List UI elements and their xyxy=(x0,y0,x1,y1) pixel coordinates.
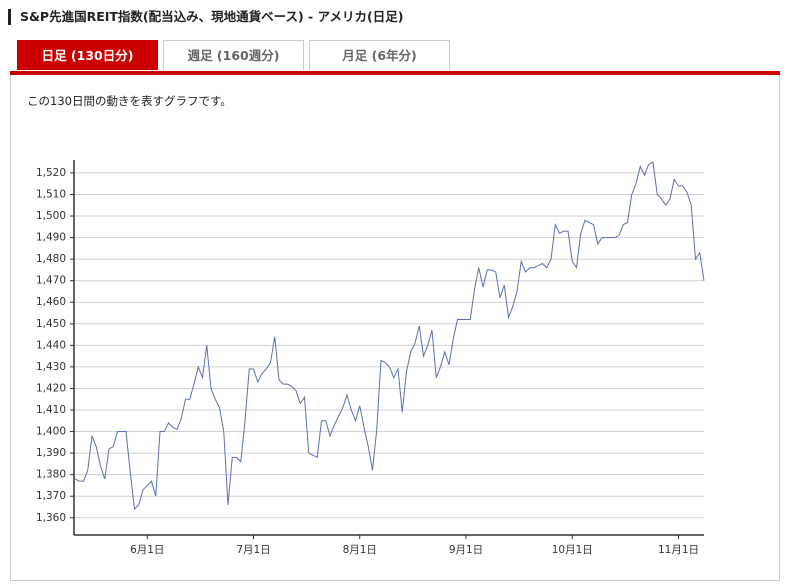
y-tick-label: 1,470 xyxy=(36,275,66,287)
y-tick-label: 1,390 xyxy=(36,447,66,459)
x-tick-label: 7月1日 xyxy=(236,544,270,556)
content-panel xyxy=(10,75,780,581)
x-tick-label: 8月1日 xyxy=(343,544,377,556)
page-title: S&P先進国REIT指数(配当込み、現地通貨ベース) - アメリカ(日足) xyxy=(8,9,403,25)
y-tick-label: 1,400 xyxy=(36,426,66,438)
y-tick-label: 1,520 xyxy=(36,167,66,179)
x-tick-label: 10月1日 xyxy=(552,544,593,556)
y-tick-label: 1,480 xyxy=(36,253,66,265)
y-tick-label: 1,510 xyxy=(36,188,66,200)
y-tick-label: 1,500 xyxy=(36,210,66,222)
y-tick-label: 1,380 xyxy=(36,469,66,481)
y-tick-label: 1,420 xyxy=(36,382,66,394)
tab-monthly[interactable]: 月足 (6年分) xyxy=(309,40,450,70)
tab-daily[interactable]: 日足 (130日分) xyxy=(17,40,158,70)
x-tick-label: 11月1日 xyxy=(658,544,699,556)
x-tick-label: 6月1日 xyxy=(130,544,164,556)
tab-underline xyxy=(10,71,780,75)
y-tick-label: 1,360 xyxy=(36,512,66,524)
y-tick-label: 1,460 xyxy=(36,296,66,308)
tab-weekly[interactable]: 週足 (160週分) xyxy=(163,40,304,70)
y-tick-label: 1,450 xyxy=(36,318,66,330)
description: この130日間の動きを表すグラフです。 xyxy=(27,94,232,108)
y-tick-label: 1,410 xyxy=(36,404,66,416)
y-tick-label: 1,490 xyxy=(36,232,66,244)
x-tick-label: 9月1日 xyxy=(449,544,483,556)
y-tick-label: 1,440 xyxy=(36,339,66,351)
y-tick-label: 1,370 xyxy=(36,490,66,502)
y-tick-label: 1,430 xyxy=(36,361,66,373)
price-line xyxy=(74,161,705,511)
